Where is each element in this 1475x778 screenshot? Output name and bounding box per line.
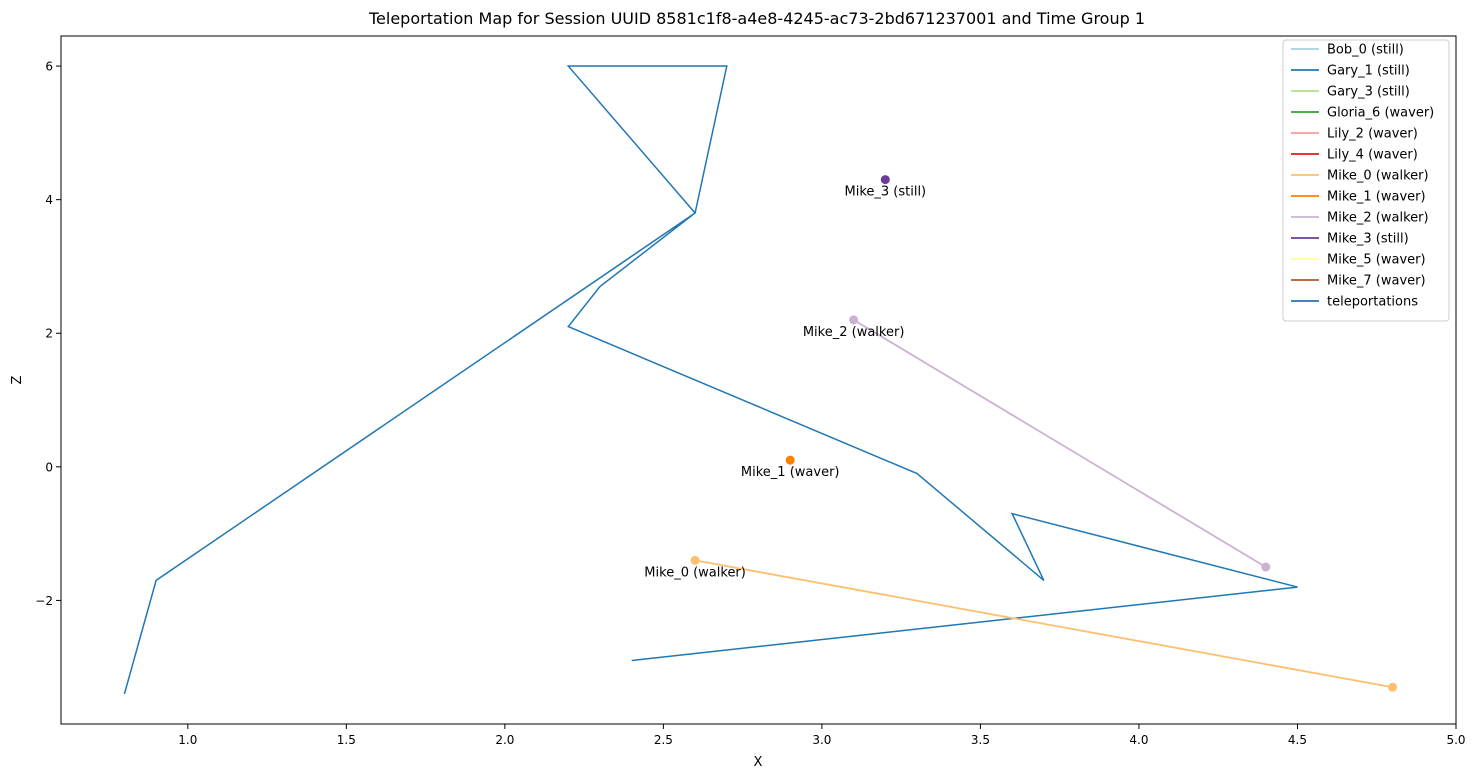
- legend: Bob_0 (still) Gary_1 (still) Gary_3 (still…: [1282, 39, 1450, 322]
- x-tick-label-3: 2.5: [654, 733, 673, 747]
- x-tick-label-1: 1.5: [337, 733, 356, 747]
- x-tick-label-8: 5.0: [1446, 733, 1465, 747]
- legend-box: [1282, 39, 1450, 322]
- y-tick-label-4: 6: [45, 60, 53, 74]
- series-point-mike-0-walker-1: [1388, 682, 1398, 692]
- series-point-mike-1-waver-0: [785, 455, 795, 465]
- legend-entry-8: Mike_2 (walker): [1327, 211, 1429, 226]
- legend-entry-6: Mike_0 (walker): [1327, 169, 1429, 184]
- y-axis-label: Z: [10, 375, 25, 384]
- point-label-mike-2-walker: Mike_2 (walker): [803, 325, 905, 340]
- legend-entry-1: Gary_1 (still): [1327, 64, 1410, 79]
- legend-entry-0: Bob_0 (still): [1327, 43, 1404, 58]
- series-point-mike-0-walker-0: [690, 555, 700, 565]
- x-tick-label-0: 1.0: [178, 733, 197, 747]
- chart-title: Teleportation Map for Session UUID 8581c…: [368, 9, 1145, 28]
- x-tick-label-7: 4.5: [1288, 733, 1307, 747]
- x-tick-label-6: 4.0: [1129, 733, 1148, 747]
- y-tick-label-2: 2: [45, 327, 53, 341]
- point-label-mike-0-walker: Mike_0 (walker): [644, 565, 746, 580]
- legend-entry-10: Mike_5 (waver): [1327, 253, 1426, 268]
- point-label-mike-3-still: Mike_3 (still): [844, 185, 926, 200]
- legend-entry-11: Mike_7 (waver): [1327, 274, 1426, 289]
- legend-entry-5: Lily_4 (waver): [1327, 148, 1418, 163]
- series-line-mike-0-walker: [694, 559, 1393, 689]
- y-tick-label-0: −2: [35, 594, 53, 608]
- series-point-mike-2-walker-0: [849, 315, 859, 325]
- legend-entry-12: teleportations: [1327, 295, 1418, 310]
- point-label-mike-1-waver: Mike_1 (waver): [741, 465, 840, 480]
- legend-entry-9: Mike_3 (still): [1327, 232, 1409, 247]
- x-axis: 1.0 1.5 2.0 2.5 3.0 3.5 4.0 4.5 5.0: [178, 724, 1466, 747]
- plot-area: Mike_0 (walker) Mike_1 (waver) Mike_2 (wal…: [123, 65, 1398, 695]
- y-axis: −2 0 2 4 6: [35, 60, 61, 608]
- series-point-mike-3-still-0: [880, 175, 890, 185]
- teleportation-path: [123, 65, 1298, 695]
- x-axis-label: X: [754, 755, 763, 770]
- x-tick-label-4: 3.0: [812, 733, 831, 747]
- x-tick-label-2: 2.0: [495, 733, 514, 747]
- plot-frame: [60, 35, 1457, 725]
- legend-entry-3: Gloria_6 (waver): [1327, 106, 1434, 121]
- series-point-mike-2-walker-1: [1261, 562, 1271, 572]
- x-tick-label-5: 3.5: [971, 733, 990, 747]
- legend-entry-7: Mike_1 (waver): [1327, 190, 1426, 205]
- y-tick-label-3: 4: [45, 193, 53, 207]
- legend-entry-4: Lily_2 (waver): [1327, 127, 1418, 142]
- series-line-mike-2-walker: [853, 319, 1267, 568]
- y-tick-label-1: 0: [45, 460, 53, 474]
- legend-entry-2: Gary_3 (still): [1327, 85, 1410, 100]
